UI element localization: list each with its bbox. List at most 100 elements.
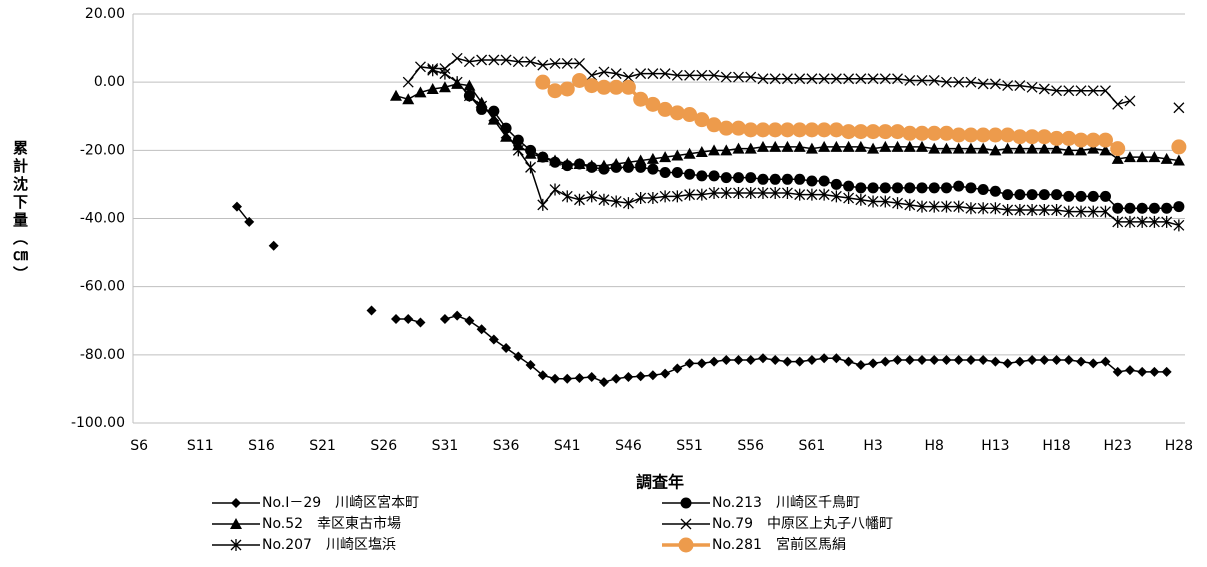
legend-label: No.213 川崎区千鳥町 [712, 495, 860, 511]
data-point [694, 112, 710, 128]
data-point [1111, 152, 1124, 164]
data-point [842, 140, 855, 152]
data-point [938, 125, 954, 141]
data-point [806, 175, 818, 187]
data-point [819, 353, 830, 364]
data-point [1014, 80, 1026, 92]
data-point [476, 324, 487, 335]
data-point [1173, 201, 1185, 213]
data-point [744, 142, 757, 154]
data-point [1110, 141, 1126, 157]
y-tick-label: 0.00 [94, 74, 125, 90]
data-point [671, 166, 683, 178]
data-point [415, 61, 426, 73]
data-point [989, 78, 1001, 90]
data-point [843, 192, 855, 205]
data-point [892, 354, 903, 365]
data-point [720, 172, 732, 184]
data-point [928, 75, 940, 86]
data-point [792, 122, 808, 138]
data-point [1027, 354, 1038, 365]
data-point [841, 124, 857, 140]
data-point [1075, 190, 1087, 202]
data-point [1124, 215, 1136, 228]
data-point [1050, 142, 1063, 154]
data-point [1124, 365, 1135, 376]
y-axis-title: 累計沈下量（㎝） [11, 140, 29, 284]
data-point [953, 354, 964, 365]
data-point [1013, 142, 1026, 154]
data-point [743, 122, 759, 138]
data-point [574, 193, 585, 206]
data-point [696, 69, 708, 81]
data-point [903, 140, 916, 152]
data-point [830, 190, 842, 203]
data-point [669, 105, 685, 121]
data-point [891, 140, 904, 152]
data-point [1014, 203, 1026, 216]
data-point [720, 186, 732, 199]
data-point [975, 127, 991, 143]
data-point [402, 76, 414, 88]
data-point [831, 353, 842, 364]
data-point [916, 75, 928, 86]
data-point [684, 168, 696, 180]
data-point [574, 373, 585, 384]
data-point [671, 190, 683, 203]
data-point [402, 93, 415, 105]
data-point [559, 81, 575, 97]
data-point [1123, 151, 1136, 163]
data-point [843, 73, 855, 85]
data-point [868, 358, 879, 369]
data-point [781, 73, 793, 85]
data-point [1087, 142, 1100, 154]
data-point [914, 125, 930, 141]
data-point [708, 69, 720, 81]
data-point [867, 73, 879, 85]
data-point [562, 373, 573, 384]
data-point [574, 57, 585, 69]
data-point [1038, 142, 1051, 154]
data-point [671, 69, 683, 81]
data-point [414, 86, 427, 98]
data-point [549, 183, 561, 196]
data-point [439, 314, 450, 325]
x-tick-label: H13 [981, 438, 1009, 454]
data-point [879, 140, 892, 152]
data-point [1075, 144, 1088, 156]
data-point [1051, 189, 1063, 201]
data-point [463, 56, 475, 68]
data-point [769, 173, 781, 185]
data-point [879, 195, 891, 208]
data-point [1087, 85, 1099, 97]
x-tick-label: S46 [615, 438, 642, 454]
data-point [1161, 366, 1172, 377]
data-point [1024, 129, 1040, 145]
data-point [1087, 205, 1099, 218]
data-point [855, 193, 867, 206]
data-point [683, 147, 696, 159]
data-point [1038, 203, 1050, 216]
y-tick-label: -60.00 [80, 279, 125, 295]
data-point [745, 354, 756, 365]
data-point [610, 195, 622, 208]
x-tick-label: H8 [925, 438, 944, 454]
x-tick-label: H28 [1165, 438, 1193, 454]
x-tick-label: S56 [737, 438, 764, 454]
data-point [745, 172, 757, 184]
data-point [892, 182, 904, 194]
data-point [646, 152, 659, 164]
data-point [1014, 189, 1026, 201]
data-point [757, 353, 768, 364]
data-point [965, 202, 977, 215]
data-point [1097, 132, 1113, 148]
data-point [830, 178, 842, 190]
data-point [610, 68, 622, 80]
data-point [535, 74, 551, 90]
data-point [1076, 356, 1087, 367]
data-point [830, 73, 842, 85]
data-point [695, 146, 708, 158]
data-point [928, 142, 941, 154]
y-tick-label: -100.00 [71, 415, 125, 431]
